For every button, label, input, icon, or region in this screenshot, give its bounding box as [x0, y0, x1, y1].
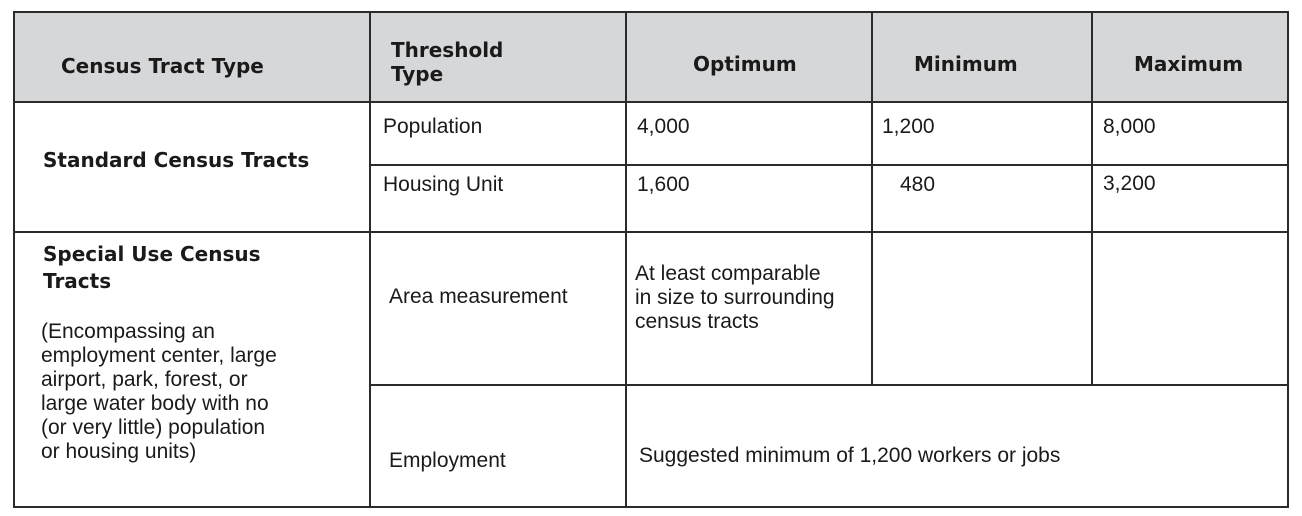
- population-maximum: 8,000: [1103, 115, 1156, 138]
- header-minimum: Minimum: [914, 52, 1018, 76]
- header-maximum: Maximum: [1134, 52, 1244, 76]
- population-minimum: 1,200: [882, 115, 935, 138]
- special-use-label-line2: Tracts: [43, 269, 112, 293]
- employment-threshold-value: Suggested minimum of 1,200 workers or jo…: [639, 444, 1061, 467]
- divider: [871, 13, 873, 385]
- table-header-row: [15, 13, 1287, 102]
- population-optimum: 4,000: [637, 115, 690, 138]
- threshold-type-housing-unit: Housing Unit: [383, 173, 504, 196]
- divider: [625, 13, 627, 506]
- area-measurement-optimum: At least comparable in size to surroundi…: [635, 262, 835, 333]
- standard-census-tracts-label: Standard Census Tracts: [43, 148, 310, 172]
- special-use-label-line1: Special Use Census: [43, 242, 261, 266]
- header-optimum: Optimum: [693, 52, 797, 76]
- header-threshold-type-line1: Threshold: [391, 38, 504, 62]
- divider: [370, 164, 1287, 166]
- header-threshold-type-line2: Type: [391, 62, 444, 86]
- threshold-type-employment: Employment: [389, 449, 506, 472]
- divider: [369, 13, 371, 506]
- housing-unit-minimum: 480: [900, 173, 936, 196]
- divider: [370, 384, 1287, 386]
- special-use-description: (Encompassing an employment center, larg…: [41, 320, 277, 463]
- header-census-tract-type: Census Tract Type: [61, 54, 264, 78]
- census-tract-table: Census Tract Type Threshold Type Optimum…: [13, 11, 1289, 508]
- housing-unit-maximum: 3,200: [1103, 172, 1156, 195]
- threshold-type-population: Population: [383, 115, 483, 138]
- threshold-type-area-measurement: Area measurement: [389, 285, 568, 308]
- divider: [15, 101, 1287, 103]
- divider: [15, 231, 1287, 233]
- divider: [1091, 13, 1093, 385]
- housing-unit-optimum: 1,600: [637, 173, 690, 196]
